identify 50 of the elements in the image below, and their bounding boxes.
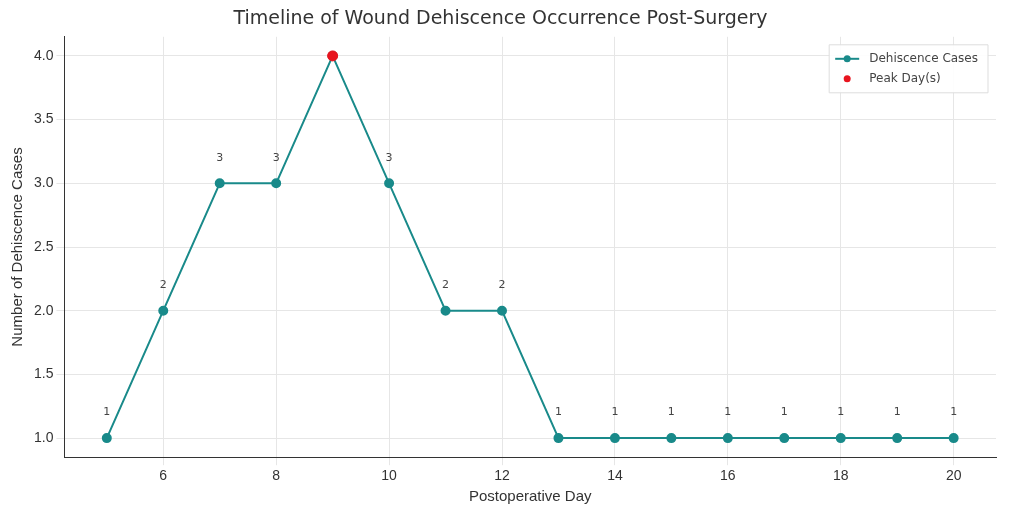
data-label: 2 <box>498 278 506 292</box>
point <box>553 433 564 444</box>
y-tick-label: 2.5 <box>33 237 54 254</box>
data-label: 1 <box>780 405 788 419</box>
point <box>497 305 507 316</box>
data-label: 3 <box>385 150 393 164</box>
x-tick-label: 6 <box>159 467 168 484</box>
x-tick-label: 18 <box>832 467 849 484</box>
data-label: 1 <box>724 405 732 419</box>
point <box>835 433 846 444</box>
point <box>271 178 282 189</box>
point <box>609 433 620 444</box>
data-label: 1 <box>611 405 619 419</box>
x-tick-label: 14 <box>607 467 623 484</box>
x-tick-label: 8 <box>272 467 281 484</box>
x-tick-label: 12 <box>494 467 510 484</box>
y-tick-label: 1.5 <box>33 365 54 382</box>
data-label: 2 <box>442 278 450 292</box>
point <box>214 178 225 189</box>
legend-label: Peak Day(s) <box>869 70 941 85</box>
data-label: 1 <box>103 405 111 419</box>
point <box>948 433 959 444</box>
data-label: 3 <box>272 150 280 164</box>
y-tick-label: 3.0 <box>33 174 54 191</box>
y-tick-label: 4.0 <box>33 46 54 63</box>
data-label: 2 <box>159 278 167 292</box>
x-axis-title: Postoperative Day <box>468 487 593 505</box>
legend-label: Dehiscence Cases <box>869 50 979 65</box>
point <box>158 305 169 316</box>
y-tick-label: 1.0 <box>33 428 54 445</box>
data-label: 1 <box>667 405 675 419</box>
y-tick-label: 3.5 <box>33 110 54 127</box>
data-label: 1 <box>950 405 958 419</box>
x-tick-label: 10 <box>381 467 398 484</box>
x-tick-label: 20 <box>945 467 962 484</box>
point <box>101 433 112 444</box>
y-tick-label: 2.0 <box>33 301 54 318</box>
point <box>384 178 395 189</box>
data-label: 3 <box>216 150 224 164</box>
point <box>722 433 733 444</box>
point <box>892 433 903 444</box>
chart-title: Timeline of Wound Dehiscence Occurrence Post-Surgery <box>232 6 768 29</box>
point <box>440 305 451 316</box>
data-label: 1 <box>837 405 845 419</box>
y-axis-title: Number of Dehiscence Cases <box>8 147 26 347</box>
point <box>779 433 790 444</box>
data-label: 1 <box>554 405 562 419</box>
point <box>666 433 677 444</box>
x-tick-label: 16 <box>720 467 736 484</box>
data-label: 1 <box>893 405 901 419</box>
